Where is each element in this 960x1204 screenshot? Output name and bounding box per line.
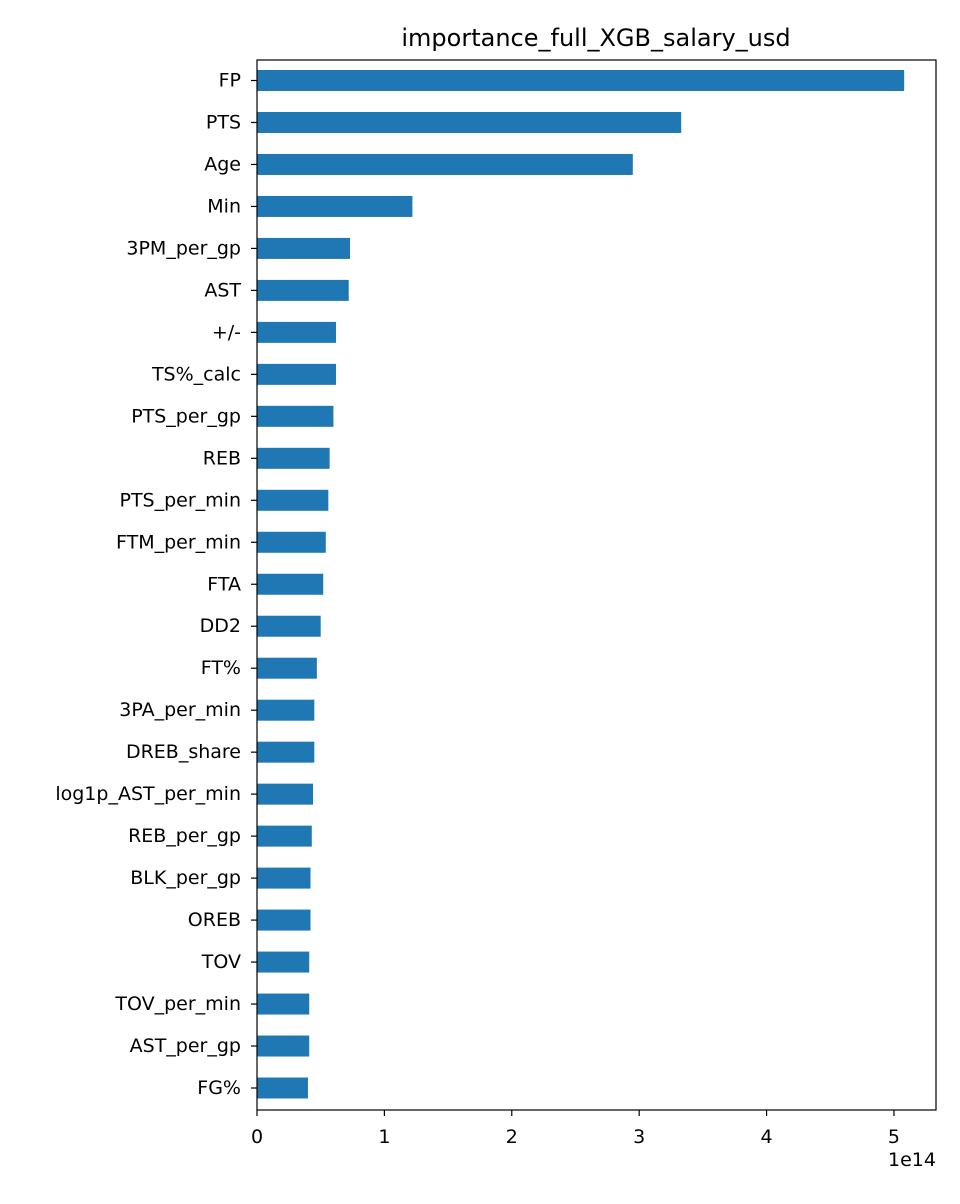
bar-fp xyxy=(257,70,905,91)
bar-ast-per-gp xyxy=(257,1035,310,1057)
y-tick-label: FG% xyxy=(197,1077,241,1099)
chart-title: importance_full_XGB_salary_usd xyxy=(401,24,790,52)
y-tick-label: DD2 xyxy=(200,615,241,637)
x-tick-label: 0 xyxy=(251,1126,263,1148)
bars-layer xyxy=(257,70,905,1099)
bar-reb-per-gp xyxy=(257,825,312,847)
y-tick-label: log1p_AST_per_min xyxy=(55,783,241,805)
bar-min xyxy=(257,195,413,217)
y-tick-label: FP xyxy=(219,70,241,92)
y-tick-label: AST xyxy=(204,279,241,301)
plot-frame xyxy=(256,59,937,1111)
x-tick-label: 3 xyxy=(633,1126,645,1148)
bar-tov-per-min xyxy=(257,993,310,1015)
x-offset-label: 1e14 xyxy=(888,1149,936,1171)
y-tick-label: FT% xyxy=(201,657,241,679)
y-tick-label: PTS_per_min xyxy=(119,489,241,511)
x-axis: 0 1 2 3 4 5 xyxy=(251,1110,900,1148)
x-tick-label: 5 xyxy=(888,1126,900,1148)
bar-pts xyxy=(257,111,682,133)
y-tick-label: DREB_share xyxy=(126,741,241,763)
y-tick-label: TOV_per_min xyxy=(114,993,241,1015)
bar-oreb xyxy=(257,909,311,931)
y-tick-label: PTS xyxy=(206,111,241,133)
y-tick-label: BLK_per_gp xyxy=(130,867,241,889)
bar-pts-per-gp xyxy=(257,405,334,427)
bar-tov xyxy=(257,951,310,973)
y-tick-label: +/- xyxy=(212,321,241,343)
bar-dreb-share xyxy=(257,741,315,763)
y-tick-label: 3PM_per_gp xyxy=(126,237,241,259)
bar-reb xyxy=(257,447,330,469)
bar-3pm-per-gp xyxy=(257,237,350,259)
bar-item xyxy=(257,321,336,343)
y-tick-label: REB xyxy=(203,447,241,469)
y-tick-label: FTM_per_min xyxy=(116,531,241,553)
x-tick-label: 1 xyxy=(378,1126,390,1148)
bar-ftm-per-min xyxy=(257,531,326,553)
y-tick-label: OREB xyxy=(188,909,241,931)
bar-ft xyxy=(257,657,317,679)
bar-age xyxy=(257,153,633,175)
y-tick-label: TS%_calc xyxy=(151,363,241,385)
y-tick-label: TOV xyxy=(201,951,241,973)
bar-ts-calc xyxy=(257,363,336,385)
y-tick-label: FTA xyxy=(207,573,241,595)
bar-pts-per-min xyxy=(257,489,329,511)
y-tick-label: 3PA_per_min xyxy=(119,699,241,721)
y-tick-label: PTS_per_gp xyxy=(131,405,241,427)
x-tick-label: 2 xyxy=(506,1126,518,1148)
bar-dd2 xyxy=(257,615,321,637)
bar-log1p-ast-per-min xyxy=(257,783,314,805)
y-tick-label: REB_per_gp xyxy=(128,825,241,847)
y-tick-label: Min xyxy=(207,195,241,217)
bar-fta xyxy=(257,573,324,595)
x-tick-label: 4 xyxy=(761,1126,773,1148)
bar-blk-per-gp xyxy=(257,867,311,889)
y-tick-label: Age xyxy=(204,153,241,175)
bar-fg xyxy=(257,1077,308,1099)
bar-ast xyxy=(257,279,349,301)
y-axis: FP PTS Age Min 3PM_per_gp AST +/- TS%_calc PTS_p… xyxy=(55,70,257,1099)
y-tick-label: AST_per_gp xyxy=(130,1035,241,1057)
bar-3pa-per-min xyxy=(257,699,315,721)
